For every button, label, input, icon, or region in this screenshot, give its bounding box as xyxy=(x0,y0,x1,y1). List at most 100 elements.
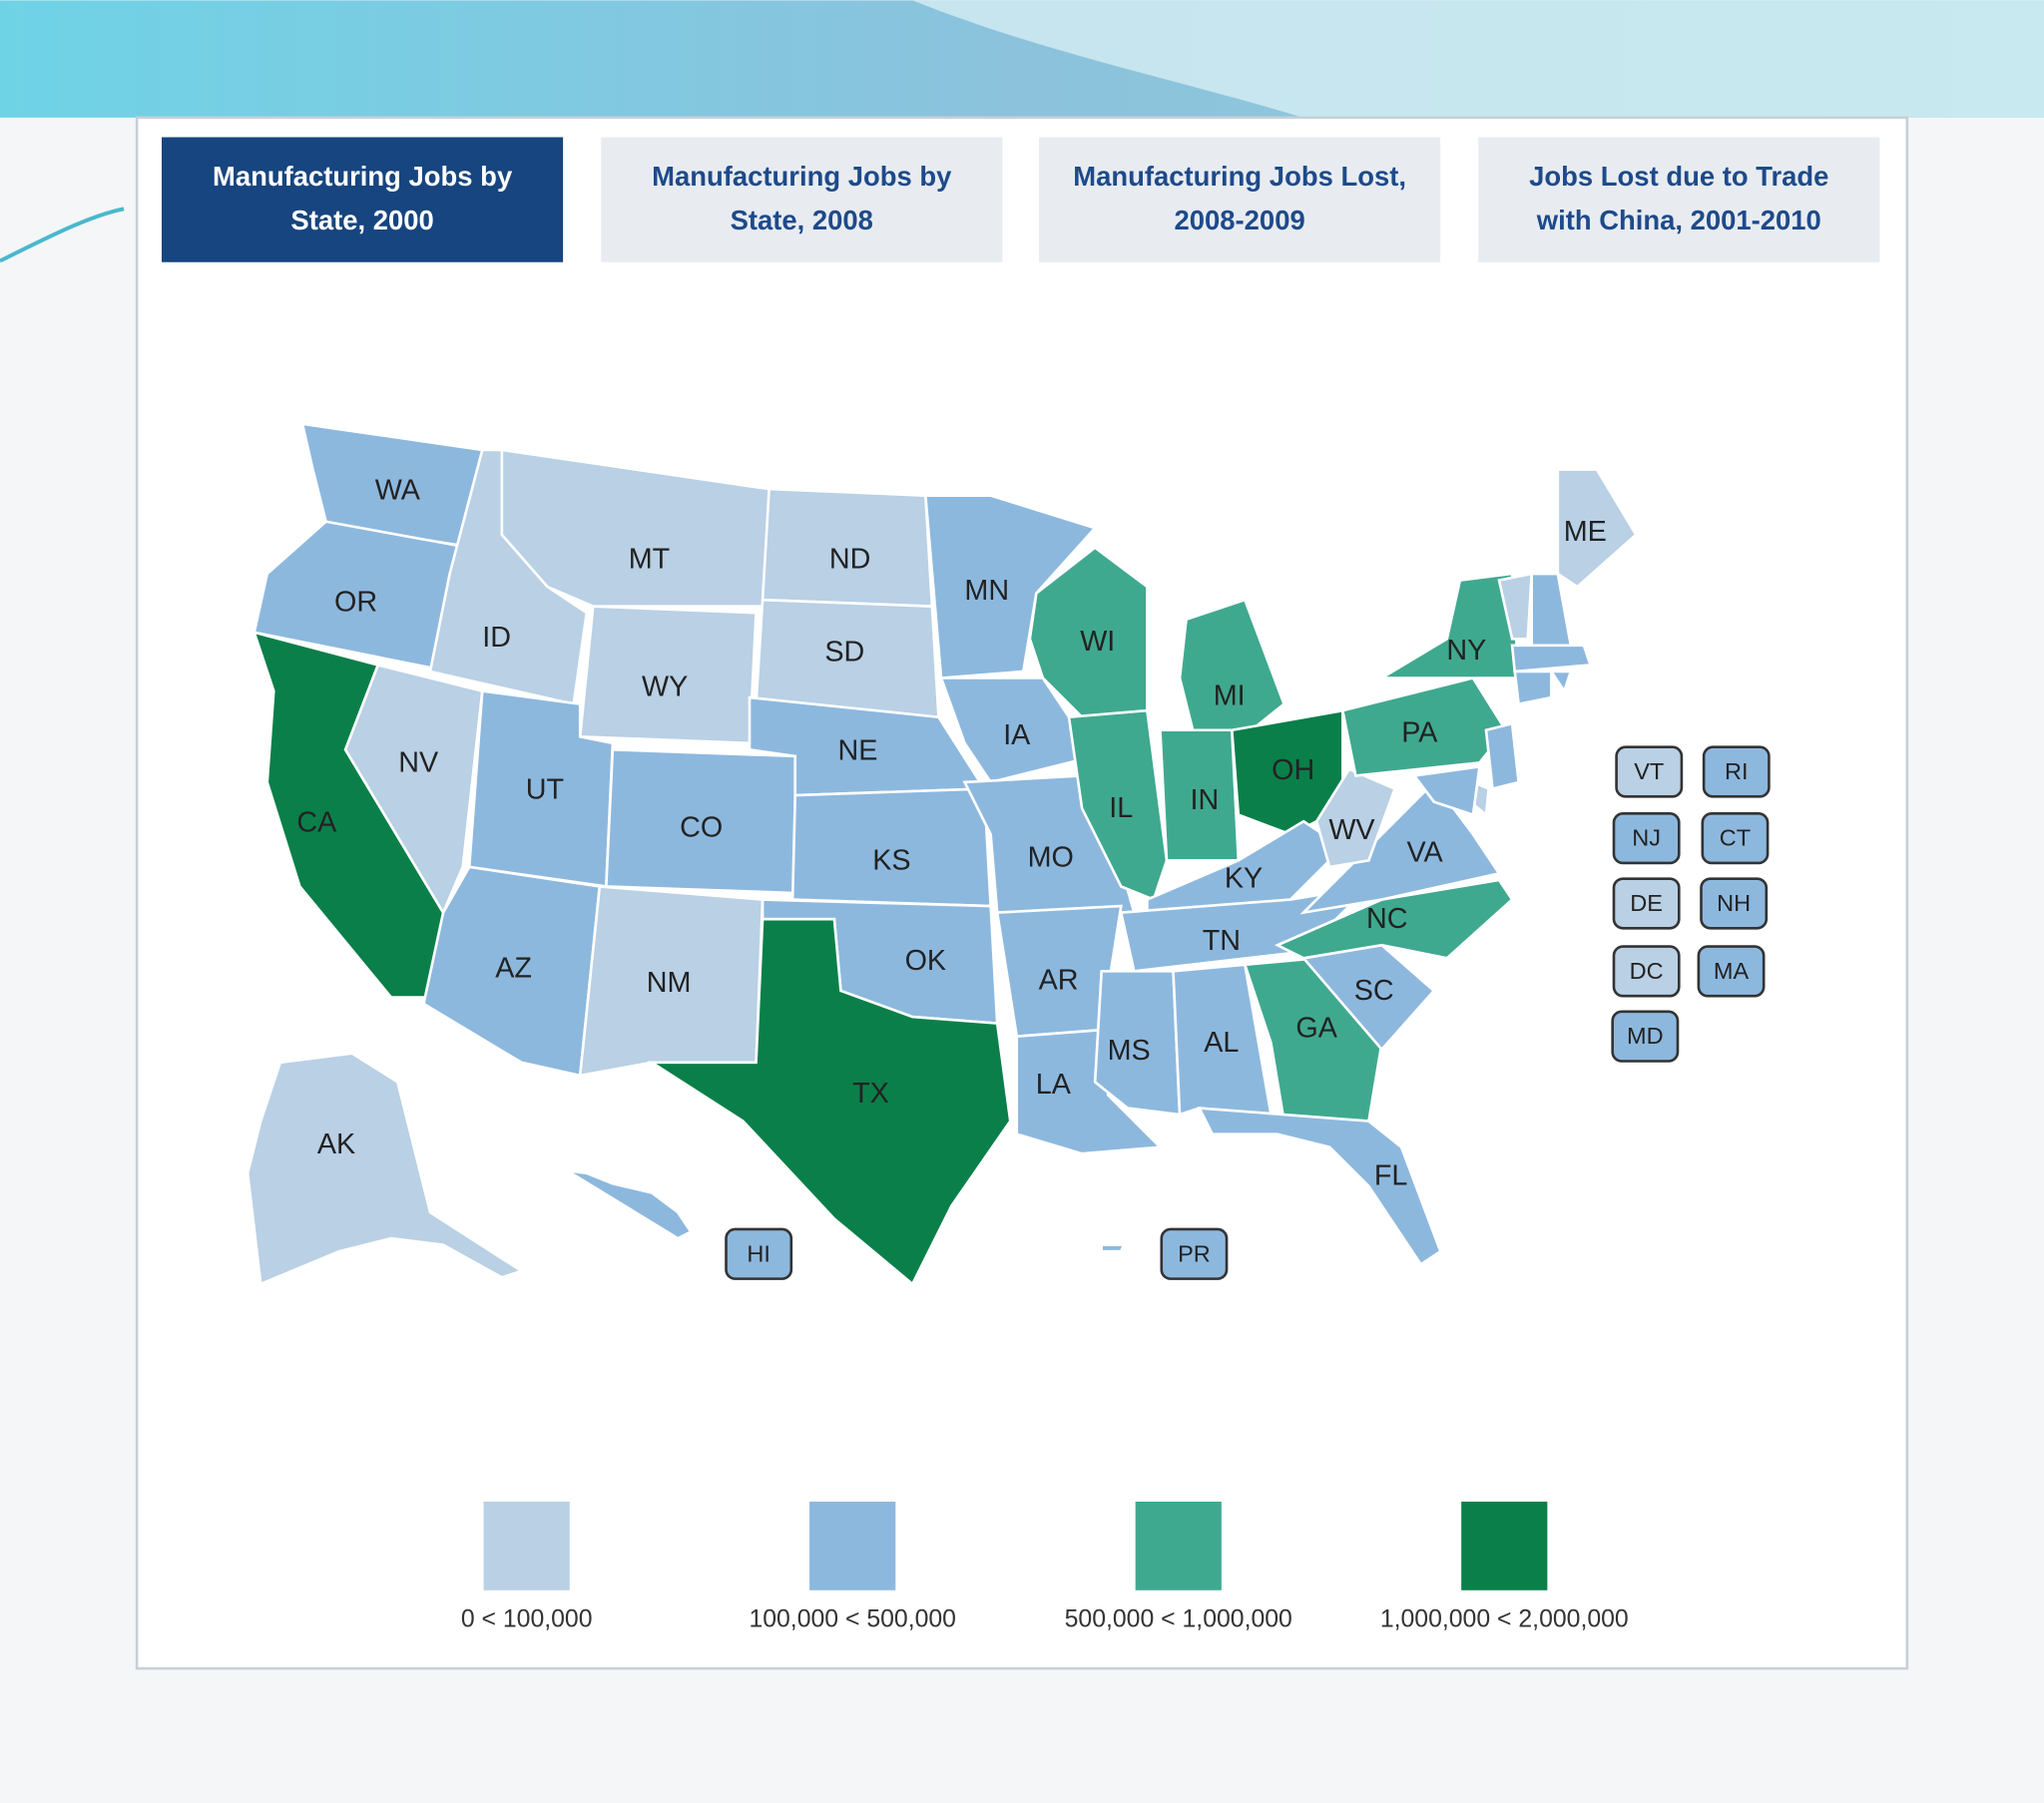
state-label[interactable]: WI xyxy=(1080,626,1115,658)
state-label[interactable]: TN xyxy=(1203,925,1241,957)
state[interactable] xyxy=(647,917,1012,1286)
state-label[interactable]: IN xyxy=(1190,784,1219,816)
state-button-label[interactable]: PR xyxy=(1178,1240,1211,1266)
state-button[interactable] xyxy=(1701,812,1770,865)
state-label[interactable]: AK xyxy=(317,1128,355,1160)
state[interactable] xyxy=(1314,767,1397,869)
state-label[interactable]: SD xyxy=(824,636,864,668)
state-label[interactable]: LA xyxy=(1036,1069,1072,1101)
state-button[interactable] xyxy=(1615,745,1684,798)
state-label[interactable]: NE xyxy=(837,735,877,767)
state-label[interactable]: GA xyxy=(1295,1013,1337,1045)
tab-label[interactable]: Jobs Lost due to Trade with China, 2001-… xyxy=(1478,137,1880,262)
legend-swatch xyxy=(483,1501,570,1590)
state-button-label[interactable]: HI xyxy=(747,1240,770,1266)
state-label[interactable]: MI xyxy=(1214,680,1246,712)
state-label[interactable]: IA xyxy=(1003,719,1031,751)
state-label[interactable]: AR xyxy=(1039,964,1079,996)
legend-swatch xyxy=(1461,1501,1548,1590)
tab-label[interactable]: Manufacturing Jobs Lost, 2008-2009 xyxy=(1038,137,1441,262)
state-label[interactable]: SC xyxy=(1354,975,1394,1007)
state-label[interactable]: CA xyxy=(296,806,337,838)
state-label[interactable]: FL xyxy=(1374,1159,1408,1191)
state-label[interactable]: UT xyxy=(526,774,564,806)
state-label[interactable]: NY xyxy=(1446,635,1486,667)
state[interactable] xyxy=(1411,764,1481,817)
tab-label[interactable]: Manufacturing Jobs by State, 2008 xyxy=(601,137,1003,262)
state[interactable] xyxy=(1100,1243,1126,1253)
state[interactable] xyxy=(343,663,484,916)
state-label[interactable]: IL xyxy=(1109,792,1133,824)
legend-label: 500,000 < 1,000,000 xyxy=(1065,1605,1292,1632)
state-button-label[interactable]: MA xyxy=(1714,958,1750,984)
state-button-label[interactable]: CT xyxy=(1720,825,1751,851)
tab[interactable]: Manufacturing Jobs by State, 2000 xyxy=(161,137,564,262)
state[interactable] xyxy=(246,1052,525,1286)
state-button-label[interactable]: DC xyxy=(1630,958,1664,984)
state-label[interactable]: KY xyxy=(1225,863,1263,895)
state-button-label[interactable]: MD xyxy=(1627,1023,1664,1049)
state-label[interactable]: WA xyxy=(375,474,421,506)
state-label[interactable]: MS xyxy=(1108,1035,1151,1067)
state-label[interactable]: VA xyxy=(1406,836,1443,868)
state-label[interactable]: ND xyxy=(829,544,870,576)
state-button[interactable] xyxy=(1612,945,1681,998)
state-button[interactable] xyxy=(1700,877,1769,930)
legend-swatch xyxy=(1135,1501,1222,1590)
state-label[interactable]: WY xyxy=(642,672,688,703)
state-button[interactable] xyxy=(1612,877,1681,930)
state-button[interactable] xyxy=(1697,945,1766,998)
state[interactable] xyxy=(253,520,471,674)
state[interactable] xyxy=(1376,572,1521,679)
tab-label[interactable]: Manufacturing Jobs by State, 2000 xyxy=(161,137,564,262)
header-wave xyxy=(912,0,2044,118)
tab[interactable]: Manufacturing Jobs Lost, 2008-2009 xyxy=(1038,137,1441,262)
state-label[interactable]: KS xyxy=(872,844,910,876)
state[interactable] xyxy=(1510,644,1593,674)
state-label[interactable]: NM xyxy=(647,967,692,999)
state[interactable] xyxy=(566,1168,694,1240)
state-button[interactable] xyxy=(1702,745,1771,798)
state-button[interactable] xyxy=(1611,1010,1680,1063)
legend-label: 100,000 < 500,000 xyxy=(749,1605,956,1632)
state-label[interactable]: MO xyxy=(1028,842,1074,874)
state-button[interactable] xyxy=(1160,1227,1229,1280)
state-label[interactable]: OR xyxy=(334,587,377,619)
state[interactable] xyxy=(1093,970,1182,1117)
state-label[interactable]: AZ xyxy=(495,953,532,985)
state-label[interactable]: AL xyxy=(1204,1027,1239,1059)
state-label[interactable]: NC xyxy=(1366,903,1407,935)
state-label[interactable]: MN xyxy=(964,575,1009,607)
state-label[interactable]: ID xyxy=(482,622,511,654)
state[interactable] xyxy=(1484,721,1521,791)
state-button-label[interactable]: VT xyxy=(1634,758,1664,784)
tab[interactable]: Jobs Lost due to Trade with China, 2001-… xyxy=(1478,137,1880,262)
state-button-label[interactable]: NJ xyxy=(1632,825,1661,851)
state[interactable] xyxy=(1556,468,1638,589)
state-button-label[interactable]: RI xyxy=(1725,758,1749,784)
state-label[interactable]: MT xyxy=(629,544,670,576)
state-label[interactable]: NV xyxy=(398,746,439,778)
state-label[interactable]: OK xyxy=(905,945,947,977)
legend-label: 0 < 100,000 xyxy=(461,1605,593,1632)
tab[interactable]: Manufacturing Jobs by State, 2008 xyxy=(601,137,1003,262)
state-button[interactable] xyxy=(1612,812,1681,865)
state-button-label[interactable]: DE xyxy=(1630,890,1663,916)
state-label[interactable]: CO xyxy=(680,812,723,844)
state-button[interactable] xyxy=(725,1227,793,1280)
state[interactable] xyxy=(1513,670,1553,706)
state-button-label[interactable]: NH xyxy=(1717,890,1751,916)
state[interactable] xyxy=(939,676,1098,784)
legend-swatch xyxy=(809,1501,896,1590)
state[interactable] xyxy=(1548,670,1573,694)
state-label[interactable]: PA xyxy=(1401,716,1438,748)
state[interactable] xyxy=(1497,572,1534,641)
state-label[interactable]: ME xyxy=(1564,516,1607,548)
state[interactable] xyxy=(1197,1107,1442,1267)
state-label[interactable]: TX xyxy=(852,1078,889,1110)
swoosh xyxy=(0,207,125,263)
state-label[interactable]: WV xyxy=(1328,814,1375,846)
state-label[interactable]: OH xyxy=(1272,754,1314,786)
